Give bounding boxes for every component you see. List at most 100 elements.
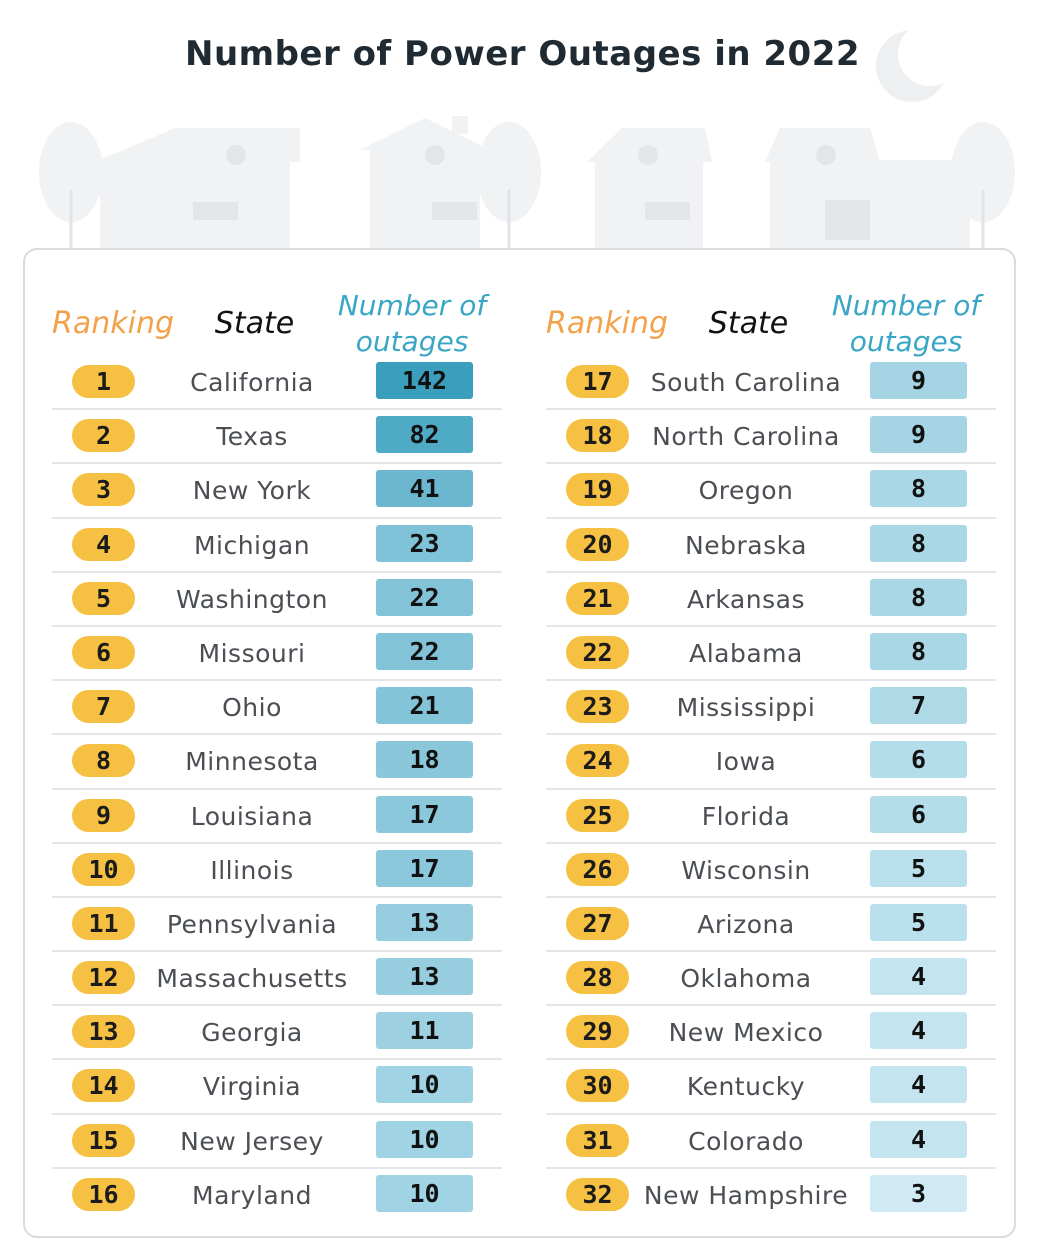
rank-badge: 19 <box>566 473 629 507</box>
outages-value: 41 <box>376 470 473 508</box>
rank-badge: 17 <box>566 365 629 398</box>
rank-badge: 6 <box>72 635 135 669</box>
outages-value: 5 <box>870 849 967 887</box>
table-row: 21 Arkansas 8 <box>546 573 996 627</box>
outages-header-line1: Number of <box>337 289 487 322</box>
table-row: 14 Virginia 10 <box>52 1060 502 1115</box>
state-name: New Jersey <box>180 1126 324 1156</box>
state-name: New York <box>192 476 312 506</box>
state-header: State <box>214 306 295 341</box>
rank-badge: 24 <box>566 744 629 778</box>
table-row: 28 Oklahoma 4 <box>546 952 996 1007</box>
outages-value: 82 <box>376 416 473 454</box>
table-rows-right: 17 South Carolina 9 18 North Carolina 9 19 Oreg… <box>546 356 996 1223</box>
rank-badge: 32 <box>566 1177 629 1211</box>
state-name: Wisconsin <box>681 855 811 885</box>
table-card <box>23 248 1016 1238</box>
outages-value: 8 <box>870 470 967 508</box>
state-header: State <box>708 306 789 341</box>
rank-badge: 20 <box>566 527 629 561</box>
state-name: Georgia <box>201 1018 303 1048</box>
table-row: 10 Illinois 17 <box>52 844 502 898</box>
state-name: Kentucky <box>686 1072 806 1102</box>
table-row: 3 New York 41 <box>52 464 502 519</box>
column-headers-left: Ranking State Number of outages <box>52 268 502 358</box>
ranking-header: Ranking <box>546 306 669 341</box>
outages-value: 10 <box>376 1174 473 1212</box>
state-name: Oklahoma <box>680 964 812 994</box>
table-row: 19 Oregon 8 <box>546 464 996 519</box>
table-row: 4 Michigan 23 <box>52 519 502 573</box>
table-row: 20 Nebraska 8 <box>546 519 996 573</box>
table-row: 32 New Hampshire 3 <box>546 1169 996 1223</box>
rank-badge: 27 <box>566 906 629 940</box>
outages-value: 17 <box>376 849 473 887</box>
state-name: Minnesota <box>185 747 319 777</box>
table-row: 23 Mississippi 7 <box>546 681 996 736</box>
rank-badge: 26 <box>566 852 629 886</box>
rank-badge: 13 <box>72 1015 135 1049</box>
table-row: 12 Massachusetts 13 <box>52 952 502 1007</box>
table-row: 16 Maryland 10 <box>52 1169 502 1223</box>
table-row: 15 New Jersey 10 <box>52 1115 502 1169</box>
rank-badge: 16 <box>72 1177 135 1211</box>
table-row: 8 Minnesota 18 <box>52 735 502 790</box>
rank-badge: 1 <box>72 365 135 398</box>
table-row: 17 South Carolina 9 <box>546 356 996 411</box>
table-row: 22 Alabama 8 <box>546 627 996 682</box>
outages-value: 21 <box>376 687 473 725</box>
rank-badge: 15 <box>72 1123 135 1157</box>
rank-badge: 8 <box>72 744 135 778</box>
outages-value: 4 <box>870 958 967 996</box>
state-name: New Hampshire <box>643 1180 849 1210</box>
state-name: Louisiana <box>190 801 314 831</box>
outages-value: 18 <box>376 741 473 779</box>
state-name: Iowa <box>715 747 777 777</box>
rank-badge: 9 <box>72 798 135 832</box>
state-name: Illinois <box>210 855 294 885</box>
outages-value: 17 <box>376 795 473 833</box>
outages-value: 7 <box>870 687 967 725</box>
outages-value: 8 <box>870 524 967 562</box>
state-name: Arizona <box>697 909 795 939</box>
table-row: 1 California 142 <box>52 356 502 411</box>
state-name: Alabama <box>689 638 803 668</box>
table-row: 13 Georgia 11 <box>52 1006 502 1061</box>
rank-badge: 18 <box>566 419 629 453</box>
outages-value: 10 <box>376 1066 473 1104</box>
rank-badge: 25 <box>566 798 629 832</box>
outages-value: 11 <box>376 1012 473 1050</box>
table-row: 27 Arizona 5 <box>546 898 996 953</box>
outages-header-line2: outages <box>849 325 963 358</box>
rank-badge: 10 <box>72 852 135 886</box>
state-name: Washington <box>176 584 328 614</box>
outages-value: 22 <box>376 632 473 670</box>
rank-badge: 21 <box>566 581 629 615</box>
column-headers-right: Ranking State Number of outages <box>546 268 996 358</box>
outages-header-line2: outages <box>355 325 469 358</box>
outages-value: 6 <box>870 741 967 779</box>
state-name: Nebraska <box>685 530 807 560</box>
outages-value: 22 <box>376 578 473 616</box>
table-row: 9 Louisiana 17 <box>52 790 502 844</box>
state-name: Massachusetts <box>156 964 348 994</box>
table-rows-left: 1 California 142 2 Texas 82 3 New York 41 4 Michig… <box>52 356 502 1223</box>
rank-badge: 2 <box>72 419 135 453</box>
outages-header: Number of outages <box>826 288 986 360</box>
outages-value: 9 <box>870 362 967 399</box>
rank-badge: 11 <box>72 906 135 940</box>
rank-badge: 3 <box>72 473 135 507</box>
rank-badge: 12 <box>72 961 135 995</box>
state-name: Arkansas <box>687 584 805 614</box>
table-row: 5 Washington 22 <box>52 573 502 627</box>
ranking-header: Ranking <box>52 306 175 341</box>
state-name: Pennsylvania <box>166 909 338 939</box>
rank-badge: 5 <box>72 581 135 615</box>
outages-header-line1: Number of <box>831 289 981 322</box>
state-name: Oregon <box>698 476 794 506</box>
table-row: 7 Ohio 21 <box>52 681 502 736</box>
state-name: Mississippi <box>676 693 816 723</box>
table-row: 2 Texas 82 <box>52 410 502 465</box>
table-row: 24 Iowa 6 <box>546 735 996 790</box>
state-name: Colorado <box>688 1126 804 1156</box>
